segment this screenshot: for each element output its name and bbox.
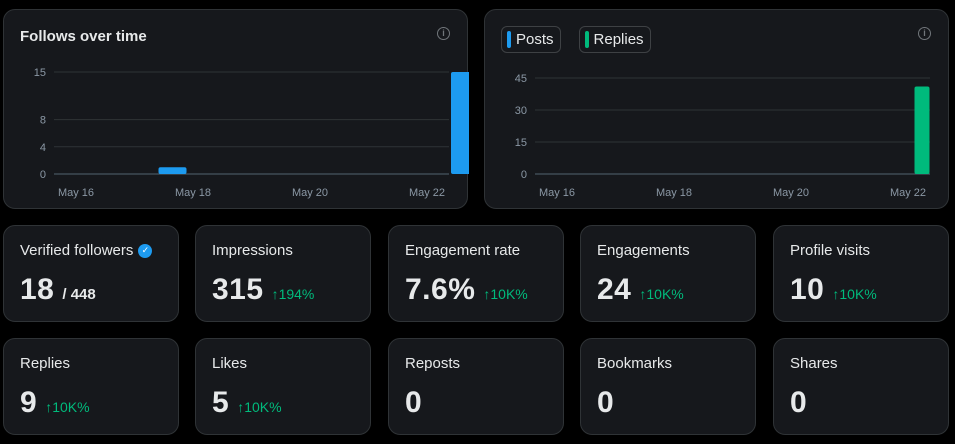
x-tick-label: May 22 [890, 187, 926, 199]
y-tick-label: 8 [40, 115, 46, 127]
stat-card-replies[interactable]: Replies 9 ↑10K% [3, 338, 179, 435]
stat-label: Verified followers [20, 242, 134, 259]
stat-value: 24 [597, 273, 632, 306]
y-tick-label: 0 [521, 169, 527, 181]
x-tick-label: May 18 [175, 187, 211, 199]
stat-card-engagement-rate[interactable]: Engagement rate 7.6% ↑10K% [388, 225, 564, 322]
chart-legend: Posts Replies [501, 26, 651, 53]
stat-value: 5 [212, 386, 230, 419]
stat-value-row: 24 ↑10K% [597, 273, 684, 307]
bar[interactable] [158, 167, 187, 174]
y-tick-label: 15 [515, 137, 527, 149]
follows-chart-card: Follows over time i 0 4 8 15 May 16 May 18 May… [3, 9, 469, 209]
x-tick-label: May 20 [773, 187, 809, 199]
chart-title: Follows over time [20, 28, 147, 45]
legend-item-posts[interactable]: Posts [501, 26, 561, 53]
stat-change: ↑10K% [639, 286, 684, 302]
stat-change: ↑10K% [45, 399, 90, 415]
stat-value-row: 315 ↑194% [212, 273, 314, 307]
stat-card-likes[interactable]: Likes 5 ↑10K% [195, 338, 371, 435]
legend-label: Posts [516, 31, 554, 48]
stat-value-row: 0 [597, 386, 614, 420]
stat-value: 18 [20, 273, 55, 306]
stat-card-shares[interactable]: Shares 0 [773, 338, 949, 435]
x-tick-label: May 18 [656, 187, 692, 199]
stat-value: 0 [405, 386, 423, 419]
stat-label: Impressions [212, 242, 293, 259]
stat-value-row: 5 ↑10K% [212, 386, 282, 420]
bar[interactable] [914, 86, 930, 174]
stat-card-verified-followers[interactable]: Verified followers ✓ 18 / 448 [3, 225, 179, 322]
stat-value: 7.6% [405, 273, 476, 306]
stat-total: / 448 [62, 286, 96, 303]
stat-card-bookmarks[interactable]: Bookmarks 0 [580, 338, 756, 435]
stat-value: 9 [20, 386, 38, 419]
y-tick-label: 45 [515, 73, 527, 85]
stat-value-row: 0 [790, 386, 807, 420]
legend-label: Replies [593, 31, 644, 48]
x-tick-label: May 22 [409, 187, 445, 199]
y-tick-label: 15 [34, 67, 46, 79]
stat-value: 10 [790, 273, 825, 306]
stat-value: 315 [212, 273, 264, 306]
y-tick-label: 30 [515, 105, 527, 117]
stat-value-row: 7.6% ↑10K% [405, 273, 528, 307]
info-icon[interactable]: i [918, 27, 931, 40]
stat-label: Engagements [597, 242, 690, 259]
stat-value-row: 10 ↑10K% [790, 273, 877, 307]
legend-swatch-posts [507, 31, 511, 48]
stat-change: ↑10K% [237, 399, 282, 415]
legend-swatch-replies [584, 31, 589, 48]
stat-change: ↑10K% [483, 286, 528, 302]
stat-label: Replies [20, 355, 71, 372]
stat-change: ↑10K% [832, 286, 877, 302]
posts-replies-chart: 0 15 30 45 May 16 May 18 May 20 May 22 [515, 73, 930, 199]
y-tick-label: 4 [40, 142, 46, 154]
stat-value-row: 18 / 448 [20, 273, 96, 307]
stat-label: Shares [790, 355, 838, 372]
stat-value-row: 0 [405, 386, 422, 420]
x-tick-label: May 20 [292, 187, 328, 199]
stat-label: Reposts [405, 355, 461, 372]
stat-label: Profile visits [790, 242, 871, 259]
verified-badge-icon: ✓ [138, 243, 153, 258]
stat-card-impressions[interactable]: Impressions 315 ↑194% [195, 225, 371, 322]
stat-label-wrap: Verified followers ✓ [20, 242, 153, 259]
follows-chart: 0 4 8 15 May 16 May 18 May 20 May 22 [34, 67, 469, 199]
stat-label: Likes [212, 355, 248, 372]
stat-card-profile-visits[interactable]: Profile visits 10 ↑10K% [773, 225, 949, 322]
stat-label: Engagement rate [405, 242, 521, 259]
stat-value: 0 [790, 386, 808, 419]
stat-change: ↑194% [271, 286, 315, 302]
stat-label: Bookmarks [597, 355, 673, 372]
bar[interactable] [451, 72, 469, 174]
info-icon[interactable]: i [437, 27, 450, 40]
stat-card-engagements[interactable]: Engagements 24 ↑10K% [580, 225, 756, 322]
stat-card-reposts[interactable]: Reposts 0 [388, 338, 564, 435]
posts-replies-chart-card: Posts Replies i 0 15 30 45 May 16 May 18 May 2… [484, 9, 949, 209]
y-tick-label: 0 [40, 169, 46, 181]
x-tick-label: May 16 [58, 187, 94, 199]
x-tick-label: May 16 [539, 187, 575, 199]
legend-item-replies[interactable]: Replies [578, 26, 651, 53]
stat-value-row: 9 ↑10K% [20, 386, 90, 420]
stat-value: 0 [597, 386, 615, 419]
